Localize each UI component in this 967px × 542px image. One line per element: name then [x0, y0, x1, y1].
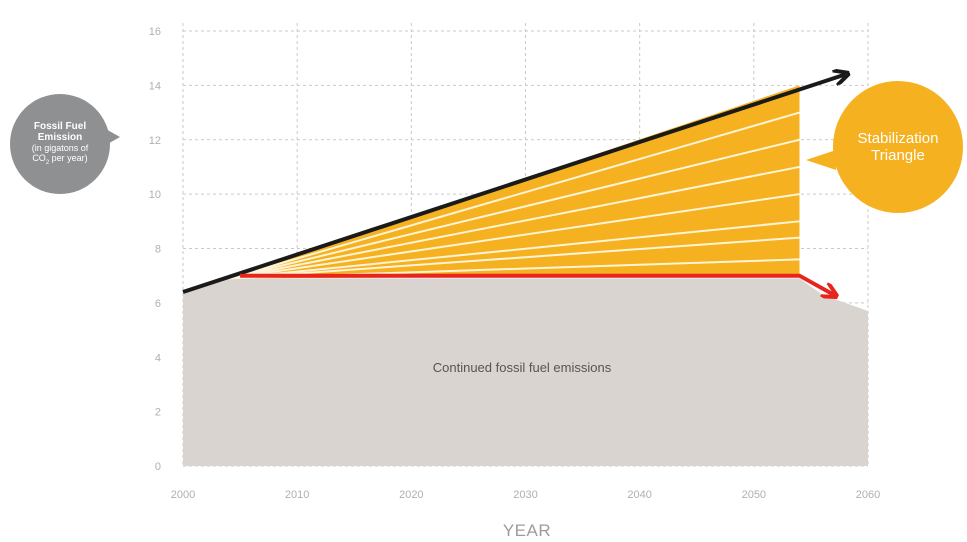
y-tick-label: 12 [149, 135, 161, 147]
x-tick-label: 2030 [513, 489, 537, 501]
x-tick-label: 2010 [285, 489, 309, 501]
right-bubble-tail [806, 150, 836, 170]
y-tick-label: 0 [155, 461, 161, 473]
x-axis-ticks: 2000 2010 2020 2030 2040 2050 2060 [171, 489, 880, 501]
wedge-divider [228, 138, 800, 280]
bubble-sub-2: CO2 per year) [32, 152, 88, 166]
y-tick-label: 16 [149, 26, 161, 38]
band-label: Continued fossil fuel emissions [433, 360, 612, 375]
x-tick-label: 2000 [171, 489, 195, 501]
x-tick-label: 2050 [742, 489, 766, 501]
y-axis-ticks: 0 2 4 6 8 10 12 14 16 [149, 26, 161, 473]
bubble-sub-1: (in gigatons of [31, 142, 89, 153]
y-tick-label: 4 [155, 352, 161, 364]
wedge-divider [228, 220, 800, 280]
business-as-usual-arrow [182, 75, 845, 294]
line-layer [182, 75, 845, 295]
stabilization-triangle-bubble: Stabilization Triangle [833, 81, 963, 213]
wedge-divider [228, 193, 800, 280]
wedge-divider [228, 236, 800, 280]
bubble-line-1: Stabilization [857, 130, 939, 147]
y-tick-label: 2 [155, 407, 161, 419]
bubble-line-2: Triangle [871, 147, 925, 164]
emission-unit-bubble: Fossil Fuel Emission (in gigatons of CO2… [10, 94, 110, 194]
bubble-title-2: Emission [37, 131, 83, 143]
flat-path-arrow [240, 273, 834, 295]
y-tick-label: 8 [155, 244, 161, 256]
x-tick-label: 2020 [399, 489, 423, 501]
continued-emissions-area [183, 278, 868, 466]
wedge-divider [228, 111, 800, 280]
y-tick-label: 6 [155, 298, 161, 310]
x-tick-label: 2060 [856, 489, 880, 501]
bubble-title-1: Fossil Fuel [33, 120, 87, 132]
x-tick-label: 2040 [627, 489, 651, 501]
wedge-divider [228, 165, 800, 280]
x-axis-title: YEAR [503, 521, 551, 540]
y-tick-label: 10 [149, 189, 161, 201]
y-tick-label: 14 [149, 80, 161, 92]
